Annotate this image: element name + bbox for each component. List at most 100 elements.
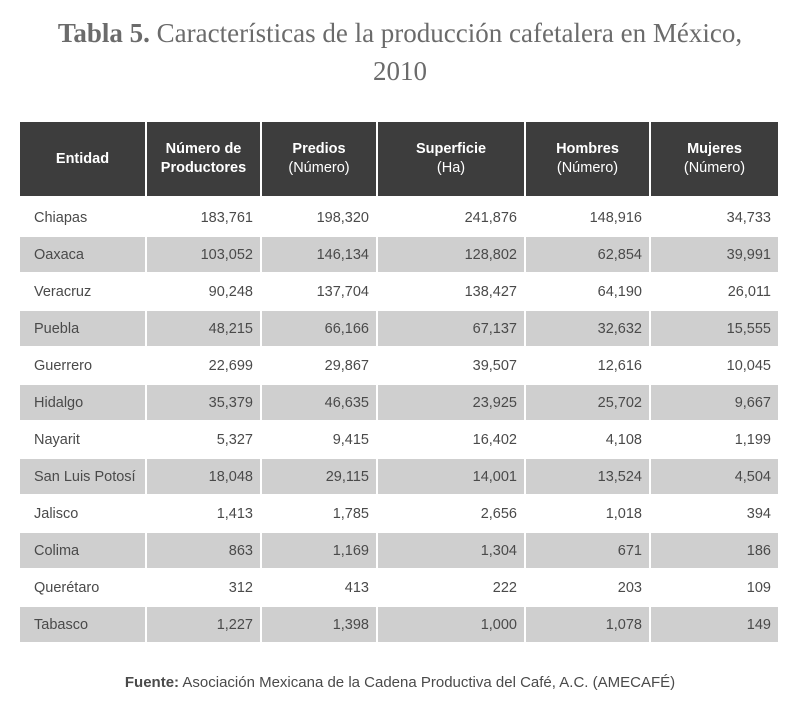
row-entity-cell: Puebla bbox=[20, 309, 147, 346]
table-cell: 222 bbox=[378, 568, 526, 605]
table-cell: 146,134 bbox=[262, 235, 378, 272]
column-header: Predios (Número) bbox=[262, 122, 378, 196]
table-row: Tabasco 1,227 1,398 1,000 1,078 149 bbox=[20, 605, 778, 642]
table-cell: 25,702 bbox=[526, 383, 651, 420]
row-entity-cell: Hidalgo bbox=[20, 383, 147, 420]
table-cell: 23,925 bbox=[378, 383, 526, 420]
table-cell: 39,507 bbox=[378, 346, 526, 383]
table-cell: 48,215 bbox=[147, 309, 262, 346]
table-cell: 66,166 bbox=[262, 309, 378, 346]
column-header-name: Número de Productores bbox=[160, 141, 247, 176]
table-cell: 863 bbox=[147, 531, 262, 568]
source-note: Fuente: Asociación Mexicana de la Cadena… bbox=[20, 674, 780, 691]
table-cell: 26,011 bbox=[651, 272, 778, 309]
row-entity-cell: Jalisco bbox=[20, 494, 147, 531]
column-header-name: Mujeres bbox=[687, 141, 742, 157]
row-entity-cell: Tabasco bbox=[20, 605, 147, 642]
table-cell: 198,320 bbox=[262, 196, 378, 235]
column-header: Superficie (Ha) bbox=[378, 122, 526, 196]
row-entity-cell: Guerrero bbox=[20, 346, 147, 383]
table-row: San Luis Potosí 18,048 29,115 14,001 13,524 4… bbox=[20, 457, 778, 494]
row-entity-cell: Colima bbox=[20, 531, 147, 568]
column-header-name: Predios bbox=[292, 141, 346, 157]
table-cell: 34,733 bbox=[651, 196, 778, 235]
table-cell: 1,304 bbox=[378, 531, 526, 568]
table-cell: 128,802 bbox=[378, 235, 526, 272]
row-entity-cell: San Luis Potosí bbox=[20, 457, 147, 494]
column-header: Mujeres (Número) bbox=[651, 122, 778, 196]
table-cell: 186 bbox=[651, 531, 778, 568]
table-header: Entidad Número de Productores Predios (Núme… bbox=[20, 122, 778, 196]
table-cell: 137,704 bbox=[262, 272, 378, 309]
table-cell: 312 bbox=[147, 568, 262, 605]
table-cell: 62,854 bbox=[526, 235, 651, 272]
table-row: Colima 863 1,169 1,304 671 186 bbox=[20, 531, 778, 568]
table-row: Chiapas 183,761 198,320 241,876 148,916 34,73… bbox=[20, 196, 778, 235]
table-cell: 1,398 bbox=[262, 605, 378, 642]
table-cell: 67,137 bbox=[378, 309, 526, 346]
table-cell: 1,169 bbox=[262, 531, 378, 568]
table-cell: 203 bbox=[526, 568, 651, 605]
column-header-unit: (Ha) bbox=[436, 160, 466, 176]
table-cell: 9,667 bbox=[651, 383, 778, 420]
row-entity-cell: Oaxaca bbox=[20, 235, 147, 272]
row-entity-cell: Nayarit bbox=[20, 420, 147, 457]
table-row: Puebla 48,215 66,166 67,137 32,632 15,555 bbox=[20, 309, 778, 346]
table-cell: 148,916 bbox=[526, 196, 651, 235]
table-row: Veracruz 90,248 137,704 138,427 64,190 26,011 bbox=[20, 272, 778, 309]
table-cell: 16,402 bbox=[378, 420, 526, 457]
table-cell: 1,000 bbox=[378, 605, 526, 642]
table-cell: 18,048 bbox=[147, 457, 262, 494]
table-cell: 10,045 bbox=[651, 346, 778, 383]
table-cell: 1,199 bbox=[651, 420, 778, 457]
table-row: Querétaro 312 413 222 203 109 bbox=[20, 568, 778, 605]
table-cell: 15,555 bbox=[651, 309, 778, 346]
table-body: Chiapas 183,761 198,320 241,876 148,916 34,73… bbox=[20, 196, 778, 642]
table-row: Hidalgo 35,379 46,635 23,925 25,702 9,667 bbox=[20, 383, 778, 420]
row-entity-cell: Veracruz bbox=[20, 272, 147, 309]
table-cell: 149 bbox=[651, 605, 778, 642]
column-header-unit: (Número) bbox=[556, 160, 619, 176]
row-entity-cell: Querétaro bbox=[20, 568, 147, 605]
column-header-unit: (Número) bbox=[683, 160, 746, 176]
table-cell: 32,632 bbox=[526, 309, 651, 346]
table-cell: 39,991 bbox=[651, 235, 778, 272]
table-cell: 1,078 bbox=[526, 605, 651, 642]
source-label: Fuente: bbox=[124, 674, 180, 691]
table-cell: 22,699 bbox=[147, 346, 262, 383]
table-cell: 29,867 bbox=[262, 346, 378, 383]
table-cell: 413 bbox=[262, 568, 378, 605]
table-cell: 35,379 bbox=[147, 383, 262, 420]
column-header-unit: (Número) bbox=[288, 160, 350, 176]
table-cell: 4,504 bbox=[651, 457, 778, 494]
table-title: Tabla 5. Características de la producció… bbox=[40, 14, 760, 90]
table-title-text: Características de la producción cafetal… bbox=[156, 18, 743, 86]
table-cell: 9,415 bbox=[262, 420, 378, 457]
table-cell: 14,001 bbox=[378, 457, 526, 494]
table-cell: 12,616 bbox=[526, 346, 651, 383]
table-cell: 46,635 bbox=[262, 383, 378, 420]
table-cell: 64,190 bbox=[526, 272, 651, 309]
column-header-name: Superficie bbox=[415, 141, 487, 157]
table-cell: 1,785 bbox=[262, 494, 378, 531]
source-text: Asociación Mexicana de la Cadena Product… bbox=[182, 674, 676, 691]
table-cell: 29,115 bbox=[262, 457, 378, 494]
table-cell: 5,327 bbox=[147, 420, 262, 457]
table-cell: 138,427 bbox=[378, 272, 526, 309]
table-cell: 2,656 bbox=[378, 494, 526, 531]
column-header-name: Entidad bbox=[55, 150, 110, 167]
header-row: Entidad Número de Productores Predios (Núme… bbox=[20, 122, 778, 196]
table-cell: 4,108 bbox=[526, 420, 651, 457]
row-entity-cell: Chiapas bbox=[20, 196, 147, 235]
table-cell: 183,761 bbox=[147, 196, 262, 235]
table-row: Jalisco 1,413 1,785 2,656 1,018 394 bbox=[20, 494, 778, 531]
table-row: Nayarit 5,327 9,415 16,402 4,108 1,199 bbox=[20, 420, 778, 457]
table-cell: 1,227 bbox=[147, 605, 262, 642]
table-title-label: Tabla 5. bbox=[57, 18, 150, 48]
table-cell: 103,052 bbox=[147, 235, 262, 272]
column-header: Número de Productores bbox=[147, 122, 262, 196]
column-header: Entidad bbox=[20, 122, 147, 196]
column-header-name: Hombres bbox=[556, 141, 619, 157]
table-cell: 241,876 bbox=[378, 196, 526, 235]
